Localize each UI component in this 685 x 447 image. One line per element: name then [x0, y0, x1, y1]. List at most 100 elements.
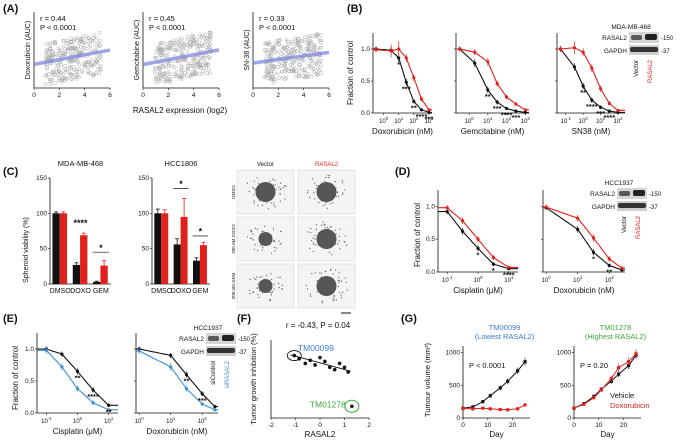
panel-label: (G)	[401, 313, 417, 325]
cell-speck	[256, 287, 259, 289]
y-tick-label: 1.0	[25, 346, 34, 353]
cell-speck	[259, 234, 261, 236]
scatter-point	[307, 42, 311, 46]
scatter-point	[305, 75, 310, 79]
scatter-point	[271, 46, 276, 50]
scatter-point	[158, 49, 163, 53]
scatter-point	[315, 32, 320, 37]
cell-speck	[274, 241, 276, 243]
scatter-point	[311, 45, 316, 49]
cell-speck	[317, 281, 319, 283]
scatter-point	[91, 63, 96, 68]
scatter-point	[289, 39, 294, 44]
scatter-point	[60, 76, 65, 80]
blot-size-marker: -150	[238, 337, 251, 343]
data-point	[617, 372, 621, 376]
scatter-point	[202, 56, 207, 61]
data-point	[213, 405, 217, 409]
cell-speck	[253, 248, 255, 250]
cell-speck	[335, 269, 337, 271]
cell-speck	[269, 180, 271, 182]
scatter-point	[97, 71, 101, 76]
data-point	[91, 401, 95, 405]
dose-response-plot-1: 0.00.51.0100101102103*************Doxoru…	[361, 33, 434, 136]
cell-speck	[271, 178, 274, 180]
cell-speck	[329, 226, 331, 228]
data-point	[473, 50, 477, 54]
cell-speck	[306, 288, 309, 290]
cell-speck	[345, 281, 347, 283]
image-column-label: Vector	[257, 162, 274, 168]
panel-c: (C) Spheroid viability (%) MDA-MB-468 0 50 10…	[3, 159, 356, 314]
cell-speck	[314, 235, 316, 237]
scatter-point	[47, 77, 52, 82]
data-point	[169, 353, 173, 357]
x-tick-label: 100	[135, 416, 145, 425]
scatter-point	[271, 64, 276, 68]
cell-speck	[327, 247, 329, 249]
cell-speck	[313, 243, 315, 245]
scatter-point	[202, 61, 207, 66]
scatter-point	[277, 62, 282, 66]
cell-speck	[325, 271, 327, 273]
scatter-point	[51, 69, 55, 74]
data-point	[607, 257, 611, 261]
scatter-point	[298, 44, 303, 49]
blot-band	[208, 336, 219, 341]
cell-speck	[261, 230, 263, 232]
cell-speck	[273, 204, 275, 206]
x-tick-label: 20	[620, 422, 628, 429]
blot-band	[222, 335, 234, 341]
data-point	[427, 110, 431, 114]
scatter-point	[61, 76, 66, 81]
scatter-point	[62, 76, 67, 81]
cell-speck	[339, 291, 341, 293]
scatter-point	[44, 74, 49, 79]
blot-row-label: GAPDH	[181, 349, 204, 356]
cell-speck	[316, 279, 318, 282]
data-point	[374, 48, 378, 52]
cell-speck	[309, 293, 311, 295]
y-axis-label: Fraction of control	[346, 41, 355, 105]
cell-speck	[311, 272, 313, 275]
scatter-point	[309, 74, 313, 79]
stat-p: P < 0.0001	[259, 23, 295, 32]
scatter-point	[309, 65, 314, 70]
scatter-point	[286, 39, 290, 44]
scatter-point	[88, 46, 93, 51]
scatter-point	[286, 49, 291, 54]
highlight-label-low: TM00099	[298, 343, 334, 353]
data-point	[599, 388, 603, 392]
significance-stars: *	[492, 266, 495, 275]
scatter-point	[51, 40, 55, 45]
scatter-point	[162, 74, 166, 79]
significance-stars: ***	[493, 104, 502, 113]
data-point	[572, 65, 577, 69]
scatter-point	[309, 59, 314, 63]
cell-speck	[253, 188, 255, 190]
cell-speck	[253, 180, 255, 182]
stat-r: r = 0.33	[259, 14, 285, 23]
plot-subtitle: (Lowest RASAL2)	[475, 332, 535, 341]
scatter-point	[198, 63, 203, 68]
scatter-point	[172, 74, 177, 79]
scatter-point	[179, 63, 184, 68]
scatter-point	[48, 43, 52, 48]
blot-lane-label: Vector	[634, 60, 640, 77]
image-column-label: RASAL2	[315, 162, 339, 168]
cell-speck	[272, 240, 274, 242]
scatter-point	[94, 46, 98, 50]
growth-line-vehicle	[462, 361, 526, 409]
scatter-point	[175, 48, 179, 53]
scatter-point	[75, 47, 80, 52]
cell-speck	[341, 180, 343, 182]
data-point	[609, 377, 613, 381]
scatter-point	[299, 49, 303, 53]
scatter-point	[303, 37, 308, 42]
y-tick-label: 0.0	[25, 410, 34, 417]
scatter-point	[56, 46, 61, 51]
x-tick-label: 10-1	[41, 416, 52, 425]
